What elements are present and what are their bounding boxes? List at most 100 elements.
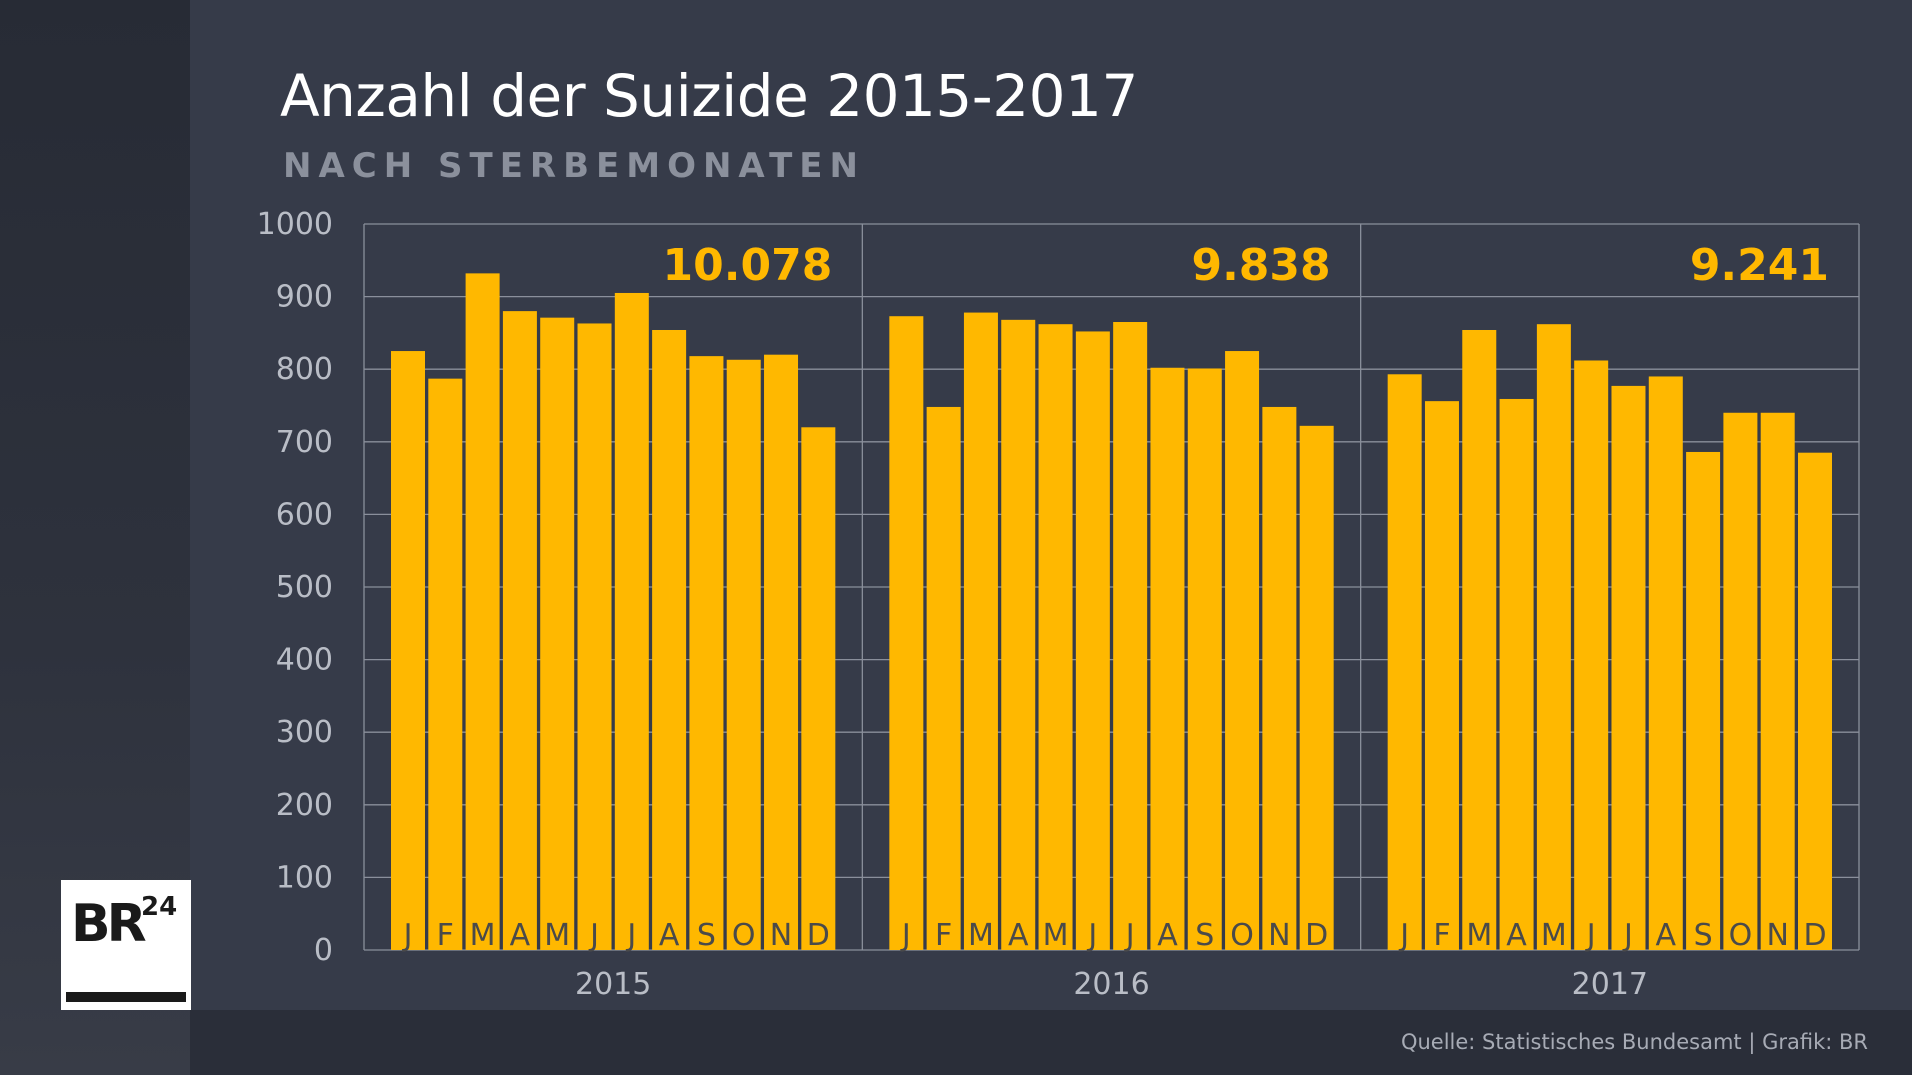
month-label: J (402, 918, 413, 953)
bar (1187, 368, 1222, 950)
bar (1075, 331, 1110, 950)
bar (1225, 351, 1260, 950)
month-label: A (510, 918, 531, 953)
month-label: M (544, 918, 570, 953)
y-tick-label: 700 (276, 425, 333, 460)
month-label: J (588, 918, 599, 953)
bar (801, 427, 836, 950)
bar (1150, 367, 1185, 950)
bar (1113, 322, 1148, 950)
month-label: A (659, 918, 680, 953)
year-label: 2015 (575, 967, 651, 1002)
y-tick-label: 100 (276, 860, 333, 895)
month-label: S (1694, 918, 1713, 953)
y-tick-label: 900 (276, 280, 333, 315)
bar (889, 316, 924, 950)
year-total-label: 10.078 (663, 240, 833, 291)
bar (391, 351, 425, 950)
bar (1574, 360, 1609, 950)
month-label: O (732, 918, 756, 953)
month-label: O (1230, 918, 1254, 953)
month-label: M (1541, 918, 1567, 953)
bar (689, 356, 724, 951)
y-tick-label: 0 (314, 933, 333, 968)
bar (1648, 376, 1683, 951)
year-label: 2016 (1073, 967, 1149, 1002)
logo-bar (66, 992, 186, 1002)
month-label: O (1729, 918, 1753, 953)
month-label: J (625, 918, 636, 953)
month-label: N (1766, 918, 1788, 953)
month-label: J (1398, 918, 1409, 953)
year-label: 2017 (1572, 967, 1648, 1002)
logo-text: BR (71, 894, 147, 954)
y-tick-label: 1000 (257, 207, 333, 242)
month-label: J (900, 918, 911, 953)
month-label: S (1195, 918, 1214, 953)
year-total-label: 9.241 (1690, 240, 1829, 291)
bar (465, 273, 500, 950)
bar (1798, 452, 1832, 950)
month-label: D (1803, 918, 1826, 953)
month-label: F (437, 918, 454, 953)
bar (764, 354, 799, 950)
bar (726, 359, 761, 951)
bar (1387, 374, 1422, 951)
month-label: J (1622, 918, 1633, 953)
bar (502, 311, 537, 950)
bar (577, 323, 612, 950)
month-label: A (1506, 918, 1527, 953)
bar (1723, 412, 1758, 950)
month-label: A (1656, 918, 1677, 953)
month-label: M (968, 918, 994, 953)
y-tick-label: 400 (276, 643, 333, 678)
footer-band (190, 1010, 1912, 1075)
y-tick-label: 500 (276, 570, 333, 605)
bar (926, 406, 961, 950)
chart-subtitle: NACH STERBEMONATEN (283, 146, 865, 186)
source-credit: Quelle: Statistisches Bundesamt | Grafik… (1400, 1030, 1868, 1054)
month-label: N (770, 918, 792, 953)
month-label: M (1466, 918, 1492, 953)
bar (1462, 329, 1497, 951)
y-tick-label: 300 (276, 715, 333, 750)
bar (1611, 385, 1646, 950)
bar (1299, 425, 1334, 950)
month-label: M (1043, 918, 1069, 953)
month-label: M (470, 918, 496, 953)
month-label: F (1433, 918, 1450, 953)
bar (1499, 398, 1534, 950)
bar (540, 317, 575, 950)
month-label: D (807, 918, 830, 953)
year-total-label: 9.838 (1191, 240, 1330, 291)
grid-lines (363, 223, 1860, 951)
month-label: N (1268, 918, 1290, 953)
month-label: S (697, 918, 716, 953)
month-label: J (1585, 918, 1596, 953)
y-tick-label: 800 (276, 352, 333, 387)
bar (614, 292, 649, 951)
month-label: J (1124, 918, 1135, 953)
logo-superscript: 24 (141, 892, 178, 922)
bars (391, 273, 1832, 951)
bar (963, 312, 998, 950)
month-label: A (1157, 918, 1178, 953)
bar (652, 329, 687, 951)
bar (1001, 319, 1036, 950)
month-label: A (1008, 918, 1029, 953)
bar (1038, 324, 1073, 950)
bar (1760, 412, 1795, 950)
bar (428, 378, 463, 950)
bar (1262, 406, 1297, 950)
bar (1686, 451, 1721, 950)
month-label: D (1305, 918, 1328, 953)
month-label: F (935, 918, 952, 953)
br24-logo: BR 24 (61, 880, 191, 1010)
y-tick-label: 200 (276, 788, 333, 823)
month-label: J (1086, 918, 1097, 953)
chart-title: Anzahl der Suizide 2015-2017 (280, 62, 1138, 130)
bar (1536, 324, 1571, 950)
y-tick-label: 600 (276, 497, 333, 532)
bar (1424, 401, 1459, 950)
